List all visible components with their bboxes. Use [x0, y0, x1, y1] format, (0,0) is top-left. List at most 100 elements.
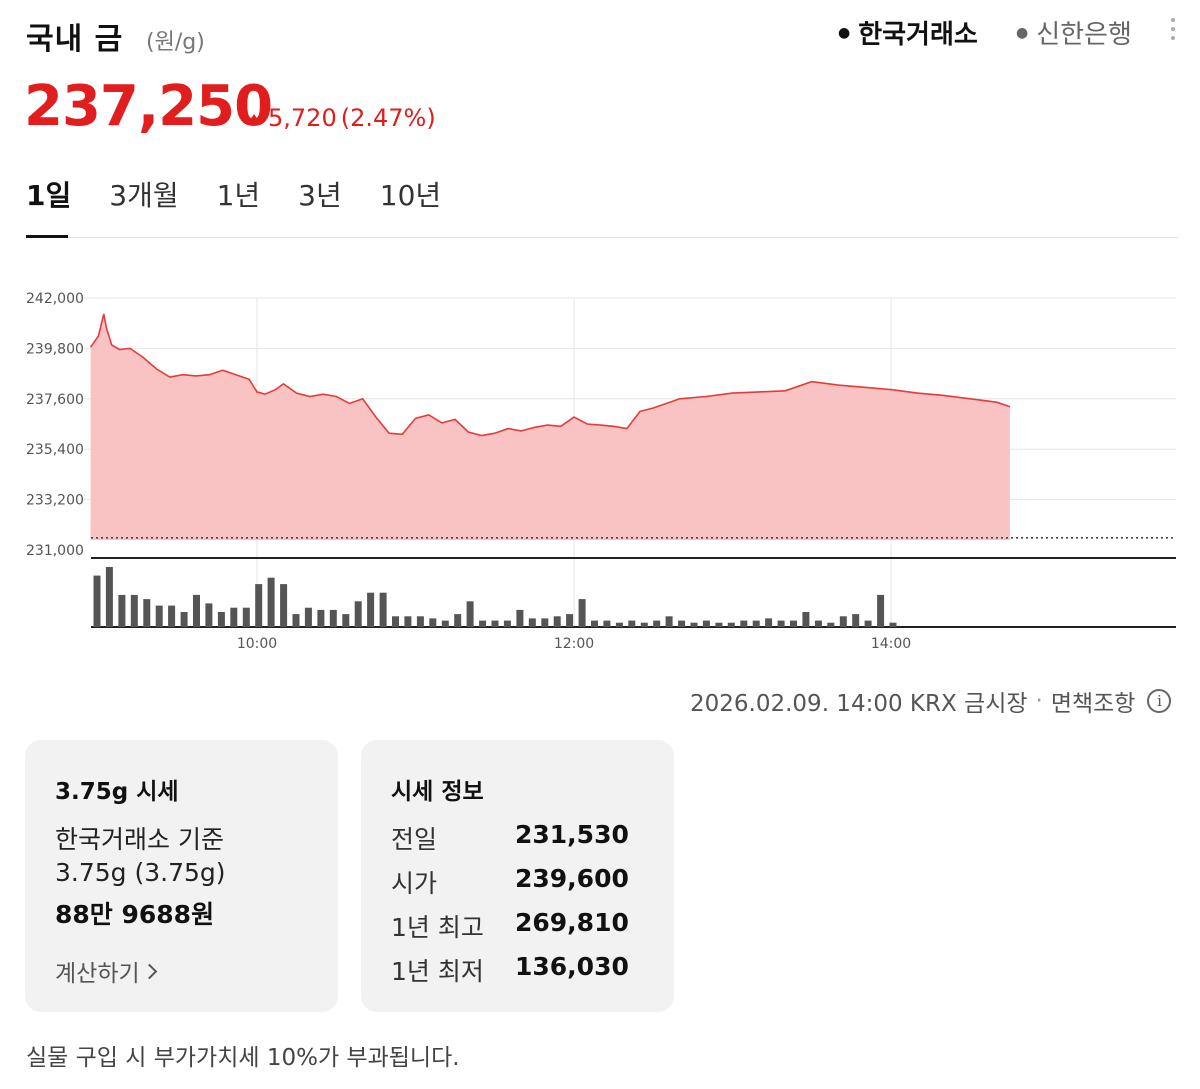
volume-bar — [255, 584, 263, 627]
volume-bar — [603, 620, 611, 627]
volume-bar — [491, 620, 499, 627]
volume-bar — [752, 620, 760, 627]
tab-10y[interactable]: 10년 — [379, 179, 442, 212]
volume-bar — [130, 594, 138, 627]
timestamp-row: 2026.02.09. 14:00 KRX 금시장 · 면책조항 i — [690, 684, 1172, 718]
quote-info-card: 시세 정보 전일 231,530 시가 239,600 1년 최고 269,81… — [361, 740, 674, 1012]
price-chart[interactable]: 242,000 239,800 237,600 235,400 233,200 231,0… — [0, 280, 1200, 660]
tab-3m[interactable]: 3개월 — [109, 179, 179, 212]
amount-text: 88만 9688원 — [55, 900, 215, 929]
volume-bar — [702, 620, 710, 627]
bullet-icon: ● — [1016, 24, 1029, 41]
volume-bar — [640, 622, 648, 627]
volume-bar — [242, 607, 250, 627]
up-triangle-icon — [248, 113, 260, 123]
volume-bar — [790, 620, 797, 627]
volume-bar — [628, 620, 636, 627]
volume-bar — [777, 620, 785, 627]
source-tab-shinhan[interactable]: ● 신한은행 — [1016, 14, 1132, 51]
source-label: 신한은행 — [1036, 20, 1132, 50]
volume-bar — [267, 577, 275, 627]
change-percent: (2.47%) — [340, 104, 436, 132]
volume-bar — [280, 584, 288, 627]
card-title: 시세 정보 — [391, 779, 484, 805]
volume-bar — [578, 599, 586, 627]
volume-bar — [429, 618, 437, 627]
volume-bar — [653, 620, 661, 627]
volume-bar — [193, 594, 200, 627]
disclaimer-link[interactable]: 면책조항 — [1050, 691, 1136, 717]
volume-bar — [814, 620, 822, 627]
calculate-label: 계산하기 — [55, 961, 140, 987]
volume-bar — [839, 616, 847, 627]
volume-bar — [292, 614, 300, 627]
info-label: 1년 최고 — [391, 913, 484, 942]
volume-bar — [615, 622, 623, 627]
volume-bar — [118, 594, 126, 627]
tab-3y[interactable]: 3년 — [298, 179, 342, 212]
volume-bar — [864, 620, 872, 627]
timestamp: 2026.02.09. 14:00 KRX 금시장 — [690, 691, 1028, 717]
current-price: 237,250 — [24, 74, 273, 139]
y-tick-label: 242,000 — [26, 291, 84, 307]
volume-bar — [155, 605, 163, 627]
card-title: 3.75g 시세 — [55, 779, 179, 805]
tab-1d[interactable]: 1일 — [26, 179, 72, 212]
tab-1y[interactable]: 1년 — [216, 179, 261, 212]
volume-bar — [802, 612, 810, 627]
calculate-link[interactable]: 계산하기 — [55, 954, 157, 988]
volume-bar — [93, 575, 101, 627]
info-value: 269,810 — [515, 908, 629, 937]
info-label: 1년 최저 — [391, 957, 484, 986]
volume-bar — [715, 622, 723, 627]
volume-bar — [367, 592, 375, 627]
info-value: 239,600 — [515, 864, 629, 893]
volume-bar — [342, 614, 350, 627]
basis-text: 한국거래소 기준 — [55, 825, 224, 854]
y-tick-label: 235,400 — [26, 442, 84, 458]
info-value: 136,030 — [515, 952, 629, 981]
y-tick-label: 231,000 — [26, 543, 84, 559]
source-tab-krx[interactable]: ● 한국거래소 — [838, 14, 978, 51]
volume-bar — [105, 567, 113, 627]
source-label: 한국거래소 — [858, 20, 978, 50]
price-unit: (원/g) — [146, 30, 205, 55]
volume-bar — [877, 594, 885, 627]
volume-bar — [230, 607, 238, 627]
info-icon[interactable]: i — [1147, 689, 1172, 713]
vat-footnote: 실물 구입 시 부가가치세 10%가 부과됩니다. — [26, 1045, 460, 1071]
volume-bar — [591, 620, 598, 627]
spot-price-card: 3.75g 시세 한국거래소 기준 3.75g (3.75g) 88만 9688… — [25, 740, 338, 1012]
y-tick-label: 239,800 — [26, 341, 84, 357]
more-options-icon[interactable] — [1166, 14, 1180, 44]
x-tick-label: 12:00 — [554, 636, 594, 652]
volume-bar — [404, 616, 412, 627]
separator-dot: · — [1035, 688, 1043, 714]
volume-bar — [217, 612, 225, 627]
volume-bar — [690, 622, 698, 627]
info-label: 시가 — [391, 869, 438, 898]
page-title: 국내 금 — [26, 22, 124, 57]
x-tick-label: 14:00 — [871, 636, 911, 652]
x-tick-label: 10:00 — [237, 636, 277, 652]
volume-bar — [317, 609, 325, 627]
volume-bar — [740, 620, 748, 627]
volume-bar — [516, 609, 524, 627]
volume-bar — [727, 622, 735, 627]
volume-bar — [678, 620, 686, 627]
volume-bar — [180, 612, 188, 627]
volume-bar — [852, 614, 860, 627]
volume-bar — [528, 618, 536, 627]
volume-bar — [304, 607, 312, 627]
volume-bar — [441, 620, 449, 627]
volume-bar — [143, 599, 151, 627]
volume-bar — [541, 618, 549, 627]
chevron-right-icon — [141, 963, 157, 979]
volume-bar — [454, 614, 462, 627]
volume-bar — [466, 601, 474, 627]
tabs-divider — [26, 237, 1178, 238]
volume-bar — [503, 620, 511, 627]
volume-bar — [553, 616, 561, 627]
volume-bar — [479, 620, 487, 627]
change-amount: 5,720 — [268, 104, 337, 132]
